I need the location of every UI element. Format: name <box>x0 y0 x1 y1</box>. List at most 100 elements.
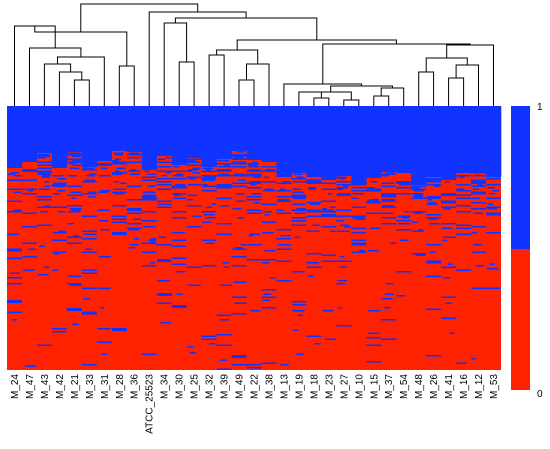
heatmap-cell <box>36 224 52 226</box>
heatmap-cell <box>66 205 82 207</box>
heatmap-cell <box>205 169 211 171</box>
heatmap-cell <box>97 191 108 193</box>
heatmap-cell <box>100 167 108 169</box>
heatmap-cell <box>21 188 37 190</box>
heatmap-cell <box>246 367 262 369</box>
heatmap-cell <box>487 203 494 205</box>
heatmap-cell <box>385 283 394 285</box>
heatmap-cell <box>277 244 291 246</box>
heatmap-cell <box>489 263 495 265</box>
heatmap-column-M_15 <box>366 106 382 363</box>
heatmap-cell <box>113 188 126 190</box>
dendrogram-branch <box>322 43 471 84</box>
heatmap-cell <box>203 214 215 216</box>
heatmap-cell <box>141 176 157 178</box>
heatmap-cell <box>351 227 367 229</box>
heatmap-column-M_39 <box>216 106 232 370</box>
legend-max-color <box>511 106 530 249</box>
heatmap-cell <box>126 227 142 229</box>
heatmap-cell <box>411 211 427 213</box>
heatmap-cell <box>321 188 337 190</box>
heatmap-cells <box>7 106 502 370</box>
heatmap-cell <box>489 193 496 195</box>
heatmap-cell <box>412 230 424 232</box>
heatmap-cell <box>486 214 501 216</box>
heatmap-cell <box>88 196 96 198</box>
heatmap-cell <box>351 187 367 189</box>
heatmap-cell <box>21 193 37 195</box>
heatmap-cell <box>133 238 139 240</box>
heatmap-cell <box>111 328 127 330</box>
heatmap-cell <box>57 178 67 180</box>
heatmap-cell <box>126 185 142 187</box>
heatmap-cell <box>381 185 397 187</box>
heatmap-cell <box>126 212 142 214</box>
heatmap-cell <box>10 272 21 274</box>
heatmap-cell-block <box>171 106 187 165</box>
heatmap-cell <box>144 170 150 172</box>
heatmap-cell <box>187 184 202 186</box>
heatmap-cell <box>67 223 74 225</box>
heatmap-cell <box>141 197 157 199</box>
column-label: M_32 <box>205 374 216 399</box>
heatmap-cell <box>486 206 501 208</box>
heatmap-cell <box>276 200 292 202</box>
heatmap-cell <box>276 238 292 240</box>
heatmap-cell <box>44 185 51 187</box>
heatmap-cell <box>418 229 424 231</box>
heatmap-cell <box>306 335 322 337</box>
heatmap-cell <box>219 284 232 286</box>
heatmap-cell <box>366 188 382 190</box>
heatmap-cell <box>246 170 262 172</box>
heatmap-cell <box>171 170 187 172</box>
dendrogram-branch <box>283 83 363 106</box>
dendrogram-branch <box>448 77 465 106</box>
heatmap-cell <box>113 181 120 183</box>
heatmap-cell <box>367 332 380 334</box>
heatmap-cell <box>11 172 20 174</box>
heatmap-cell <box>456 175 472 177</box>
heatmap-cell <box>248 164 258 166</box>
heatmap-cell <box>211 203 217 205</box>
heatmap-cell-block <box>471 106 487 172</box>
heatmap-cell <box>336 209 352 211</box>
heatmap-cell <box>85 248 93 250</box>
heatmap-cell <box>81 272 97 274</box>
heatmap-cell <box>321 182 337 184</box>
heatmap-cell <box>292 304 307 306</box>
heatmap-cell <box>42 175 52 177</box>
heatmap-cell <box>218 166 232 168</box>
heatmap-cell <box>400 239 409 241</box>
heatmap-cell <box>201 170 217 172</box>
heatmap-cell <box>276 248 292 250</box>
heatmap-cell-block <box>21 106 38 162</box>
heatmap-cell <box>36 206 52 208</box>
heatmap-cell <box>7 179 22 181</box>
heatmap-cell <box>291 196 307 198</box>
heatmap-cell <box>473 212 483 214</box>
heatmap-cell <box>426 179 442 181</box>
column-label: M_38 <box>265 374 276 399</box>
heatmap-cell <box>116 167 126 169</box>
heatmap-cell <box>308 188 317 190</box>
heatmap-cell <box>201 265 217 267</box>
heatmap-cell <box>171 263 187 265</box>
heatmap-column-M_53 <box>486 106 502 289</box>
heatmap-cell <box>282 181 291 183</box>
heatmap-cell <box>36 199 52 201</box>
heatmap-cell <box>127 247 136 249</box>
heatmap-column-M_49 <box>231 106 247 366</box>
dendrogram-branch <box>298 91 322 106</box>
heatmap-cell <box>36 161 52 163</box>
heatmap-cell <box>111 161 127 163</box>
heatmap-cell <box>141 211 157 213</box>
heatmap-cell <box>112 173 123 175</box>
heatmap-cell <box>160 322 172 324</box>
heatmap-cell <box>311 224 320 226</box>
heatmap-column-M_26 <box>426 106 442 357</box>
heatmap-cell <box>396 187 412 189</box>
heatmap-cell <box>216 184 232 186</box>
heatmap-cell <box>321 215 337 217</box>
heatmap-cell <box>7 211 22 213</box>
dendrogram-branch <box>174 17 318 40</box>
